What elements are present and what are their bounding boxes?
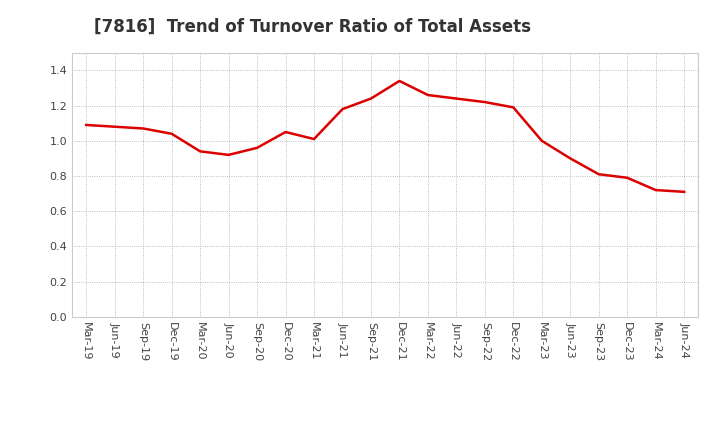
Text: [7816]  Trend of Turnover Ratio of Total Assets: [7816] Trend of Turnover Ratio of Total … — [94, 18, 531, 36]
